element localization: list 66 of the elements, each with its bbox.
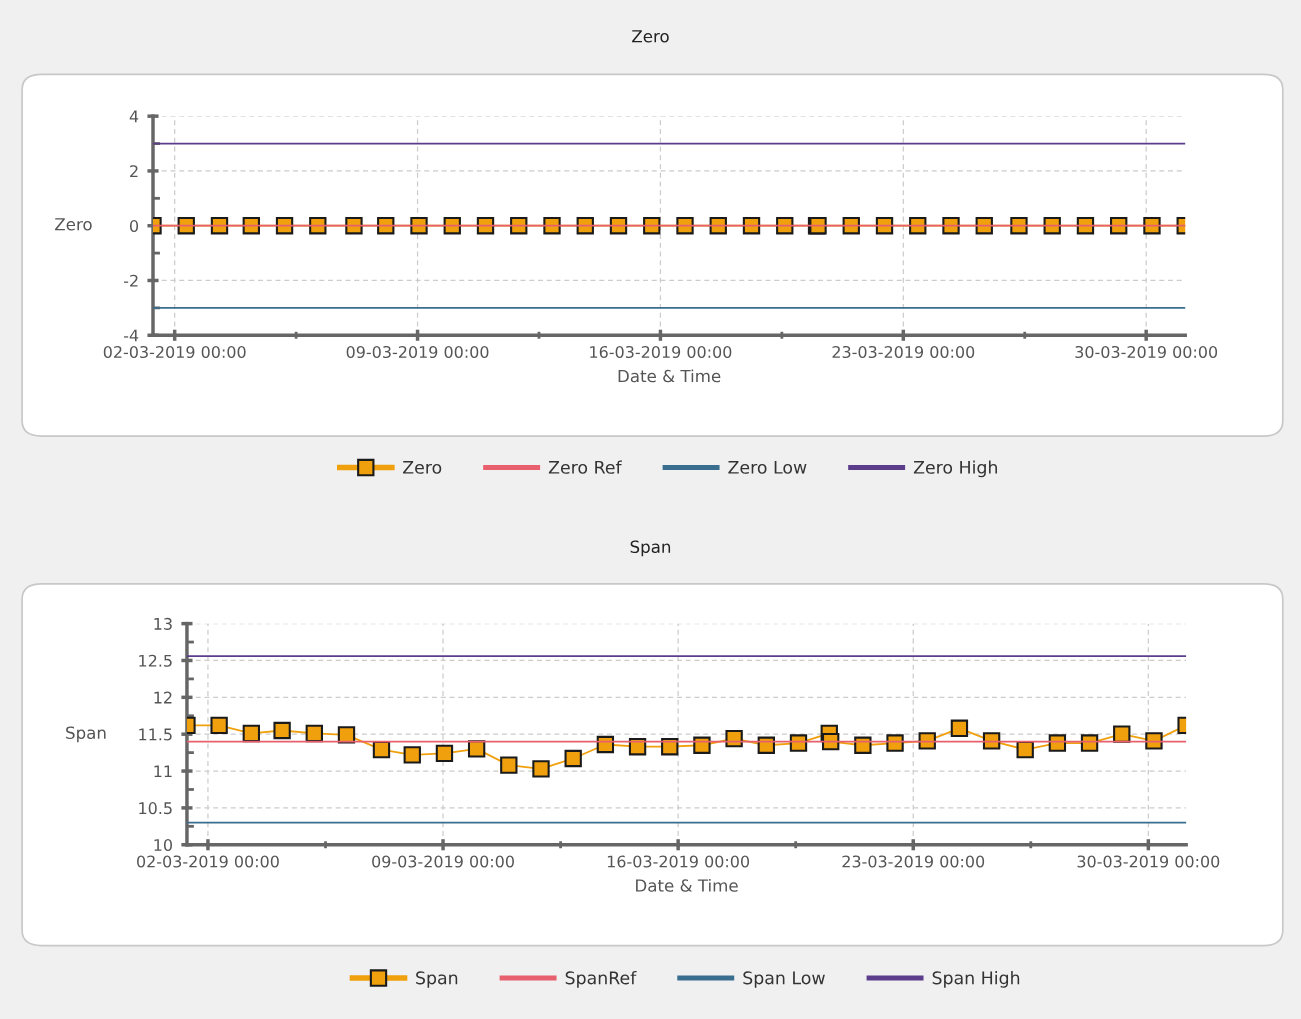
y-tick-label: 10.5 [139,802,172,815]
y-axis-title: Span [66,726,106,743]
x-axis-title: Date & Time [636,878,738,892]
point [1113,725,1131,743]
x-tick-label: 09-03-2019 00:00 [372,855,514,868]
x-tick-label: 23-03-2019 00:00 [842,855,985,868]
y-tick-label: 13 [154,617,172,630]
legend-label: Zero High [913,460,997,478]
y-tick-label: -4 [123,329,139,342]
point [435,744,454,763]
y-tick-label: 12 [154,691,172,704]
x-tick-label: 16-03-2019 00:00 [590,345,732,359]
point [886,734,904,752]
point [500,756,518,774]
point [1016,740,1034,759]
y-axis-title: Zero [55,218,92,231]
x-tick-label: 02-03-2019 00:00 [103,345,246,359]
point [757,736,775,754]
point [242,724,261,743]
y-tick-label: 10 [154,838,172,852]
legend-label: Span High [932,970,1020,988]
y-tick-label: 11.5 [139,728,172,741]
point [532,760,550,778]
legend-label: Span [416,971,458,988]
x-tick-label: 30-03-2019 00:00 [1077,855,1220,868]
y-tick-label: 2 [130,165,138,178]
x-tick-label: 23-03-2019 00:00 [832,345,975,359]
point [372,740,391,759]
y-tick-label: 12.5 [139,654,172,667]
legend-label: SpanRef [565,970,637,988]
point [628,738,647,756]
chart-title: Zero [632,30,669,43]
x-tick-label: 02-03-2019 00:00 [137,855,279,868]
legend-label: Zero [403,460,442,474]
legend-label: Zero Low [728,460,807,474]
point [403,746,421,764]
point [273,721,291,740]
x-tick-label: 30-03-2019 00:00 [1075,345,1218,359]
point [822,732,840,751]
point [854,736,872,754]
x-axis-title: Date & Time [618,369,721,383]
point [337,726,356,744]
point [564,749,582,768]
point [661,738,679,756]
y-tick-label: -2 [123,274,138,287]
y-tick-label: 4 [129,110,139,123]
point [950,719,969,737]
point [1145,732,1163,750]
y-tick-label: 0 [130,219,139,232]
point [918,732,936,750]
point [693,736,711,754]
point [305,724,323,743]
x-tick-label: 16-03-2019 00:00 [607,855,750,868]
point [1080,734,1099,752]
legend-label: Zero Ref [548,460,622,474]
chart-title: Span [630,540,671,557]
point [210,716,228,735]
point [725,729,743,748]
point [596,735,615,754]
point [1048,734,1067,752]
y-tick-label: 11 [154,765,172,778]
point [982,732,1001,750]
point [789,734,808,752]
point [467,740,486,758]
legend-label: Span Low [743,971,825,988]
x-tick-label: 09-03-2019 00:00 [346,345,489,359]
